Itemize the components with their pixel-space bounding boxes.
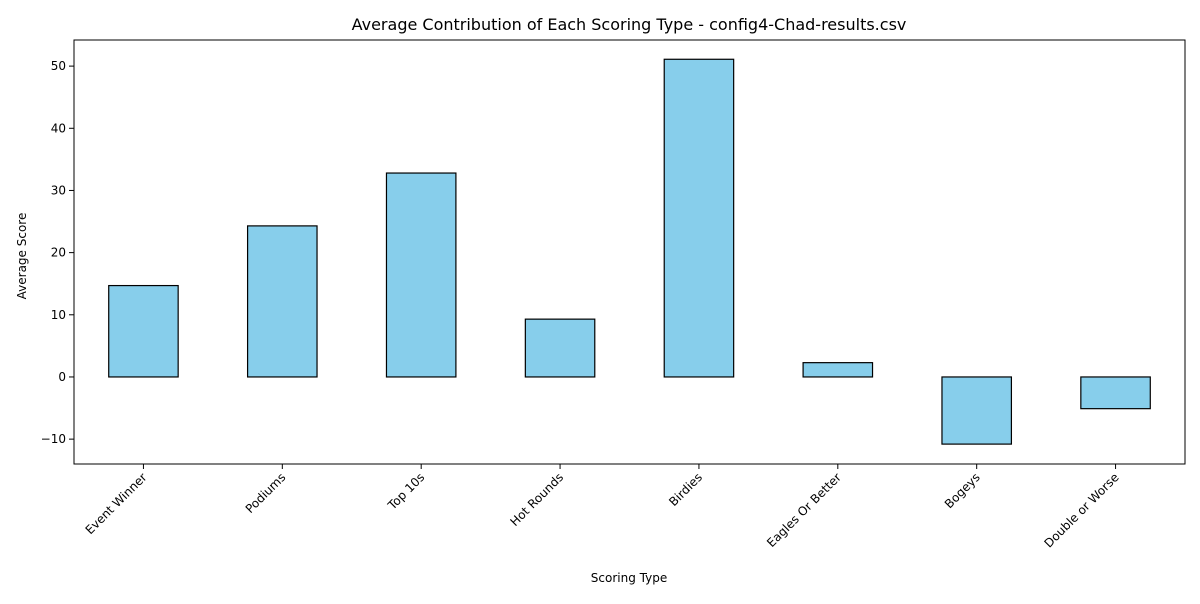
- bar-birdies: [663, 58, 735, 378]
- x-tick-label: Double or Worse: [1041, 470, 1121, 550]
- x-tick-label: Bogeys: [942, 470, 983, 511]
- axes-layer: [73, 39, 1186, 465]
- bar-podiums: [246, 225, 318, 378]
- chart-title: Average Contribution of Each Scoring Typ…: [352, 15, 907, 34]
- y-tick-label: 50: [51, 59, 66, 73]
- bars-layer: [108, 58, 1151, 445]
- x-tick-label: Hot Rounds: [507, 470, 566, 529]
- y-tick-label: 20: [51, 246, 66, 260]
- x-tick-label: Birdies: [666, 470, 705, 509]
- y-tick-label: −10: [41, 432, 66, 446]
- x-tick-label: Event Winner: [83, 470, 150, 537]
- bar-top-10s: [385, 172, 457, 378]
- ticks-layer: Event Winner Podiums Top 10s Hot Rounds Bird…: [41, 59, 1122, 550]
- y-axis-label: Average Score: [15, 213, 29, 300]
- y-tick-label: 0: [58, 370, 66, 384]
- bar-hot-rounds: [524, 318, 596, 378]
- x-tick-label: Podiums: [243, 470, 289, 516]
- x-axis-label: Scoring Type: [591, 571, 667, 585]
- plot-frame: [73, 39, 1186, 465]
- bar-eagles-or-better: [802, 362, 874, 378]
- bar-double-or-worse: [1080, 376, 1151, 410]
- y-tick-label: 30: [51, 183, 66, 197]
- x-tick-label: Top 10s: [384, 470, 427, 513]
- bar-bogeys: [941, 376, 1013, 445]
- y-tick-label: 40: [51, 121, 66, 135]
- x-tick-label: Eagles Or Better: [764, 470, 844, 550]
- bar-event-winner: [108, 284, 179, 378]
- y-tick-label: 10: [51, 308, 66, 322]
